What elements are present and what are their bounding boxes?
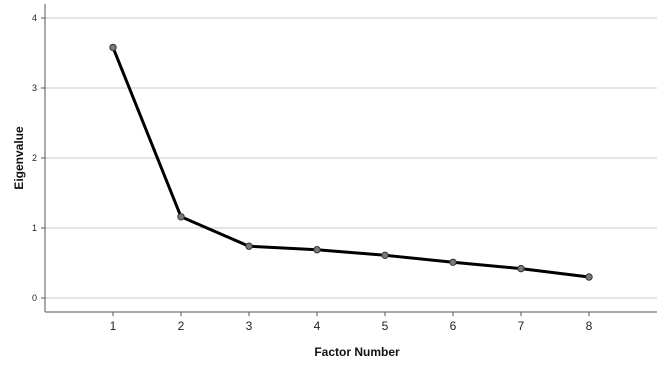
x-tick-label: 5 <box>382 319 389 333</box>
x-tick-label: 3 <box>246 319 253 333</box>
y-axis-title: Eigenvalue <box>12 126 26 190</box>
x-tick-label: 8 <box>586 319 593 333</box>
data-point-5 <box>381 251 389 260</box>
y-tick-label: 0 <box>32 293 37 303</box>
x-tick-label: 6 <box>450 319 457 333</box>
series-eigenvalues <box>111 45 591 279</box>
y-tick-label: 1 <box>32 223 37 233</box>
grid-lines <box>45 17 657 299</box>
y-tick-label: 3 <box>32 83 37 93</box>
x-tick-label: 7 <box>518 319 525 333</box>
data-point-6 <box>449 258 457 266</box>
data-point-7 <box>517 264 525 273</box>
data-point-4 <box>313 246 321 254</box>
data-points <box>109 43 593 281</box>
y-tick-labels: 0 1 2 3 4 <box>32 13 37 303</box>
data-point-3 <box>245 242 253 250</box>
x-tick-labels: 1 2 3 4 5 6 7 8 <box>110 319 593 333</box>
x-axis-title: Factor Number <box>314 345 400 359</box>
data-point-2 <box>177 213 185 221</box>
x-tick-label: 2 <box>178 319 185 333</box>
x-tick-label: 1 <box>110 319 117 333</box>
data-point-1 <box>109 43 117 52</box>
x-tick-label: 4 <box>314 319 321 333</box>
y-tick-label: 4 <box>32 13 37 23</box>
axes <box>41 4 657 316</box>
y-tick-label: 2 <box>32 153 37 163</box>
series-line <box>111 45 591 279</box>
data-point-8 <box>585 273 593 281</box>
